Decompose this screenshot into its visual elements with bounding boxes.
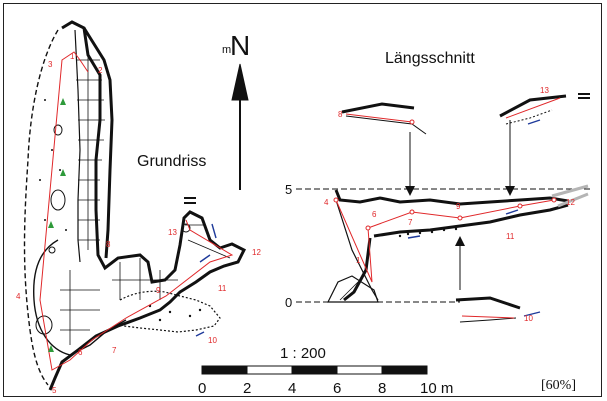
plan-station-label: 9: [156, 286, 161, 295]
plan-station-label: 7: [112, 346, 117, 355]
section-survey-line: [335, 199, 555, 283]
scale-tick: 0: [198, 380, 207, 397]
plan-title: Grundriss: [137, 153, 207, 170]
section-view: [296, 93, 590, 323]
plan-outline-inner: [74, 29, 81, 263]
section-station-label: 4: [324, 198, 329, 207]
plan-station-label: 4: [16, 292, 21, 301]
plan-outline-main: [48, 20, 247, 391]
plan-station-label: 5: [52, 386, 57, 395]
section-depth-label: 0: [285, 295, 293, 310]
scale-tick: 6: [333, 380, 342, 397]
section-left-wall: [335, 199, 379, 301]
north-prefix: m: [222, 44, 232, 56]
plan-survey-line: [39, 51, 234, 371]
section-station-label: 9: [456, 202, 461, 211]
plan-station-label: 2: [98, 66, 103, 75]
plan-outline-dashed: [23, 29, 59, 386]
section-boulder: [327, 275, 379, 303]
section-depth-label: 5: [285, 182, 293, 197]
scale-ratio: 1 : 200: [280, 345, 326, 362]
plan-station-label: 8: [106, 240, 111, 249]
plan-station-label: 12: [252, 248, 261, 257]
zoom-indicator: [60%]: [541, 378, 576, 393]
plan-outline-right: [82, 27, 114, 259]
plan-station-label: 6: [78, 348, 83, 357]
section-station-label: 6: [372, 210, 377, 219]
plan-view: [23, 20, 247, 391]
section-fragment-upper-right: [499, 94, 567, 118]
plan-rubble: [119, 290, 221, 333]
section-station-label: 12: [566, 198, 575, 207]
scale-tick: 8: [378, 380, 387, 397]
plan-station-label: 13: [168, 228, 177, 237]
scale-tick: 2: [243, 380, 252, 397]
section-station-label: 7: [408, 218, 413, 227]
plan-station-label: 1: [70, 52, 75, 61]
plan-lower-chamber: [33, 239, 127, 356]
section-station-label: 8: [338, 110, 343, 119]
section-fragment-upper-left: [341, 102, 415, 114]
section-station-label: 13: [540, 86, 549, 95]
section-title: Längsschnitt: [385, 50, 475, 67]
section-floor: [373, 203, 569, 238]
section-station-label: 1: [356, 256, 361, 265]
plan-station-label: 10: [208, 336, 217, 345]
north-arrow-icon: [231, 63, 249, 190]
plan-station-label: 3: [48, 60, 53, 69]
section-station-label: 10: [524, 314, 533, 323]
plan-station-label: 11: [218, 284, 227, 293]
north-letter: N: [230, 30, 251, 61]
scale-bar: [201, 365, 428, 375]
section-station-label: 11: [506, 232, 515, 241]
section-ceiling: [334, 189, 569, 206]
scale-tick: 4: [288, 380, 297, 397]
section-fragment-lower: [455, 296, 521, 310]
scale-tick: 10 m: [420, 380, 454, 397]
